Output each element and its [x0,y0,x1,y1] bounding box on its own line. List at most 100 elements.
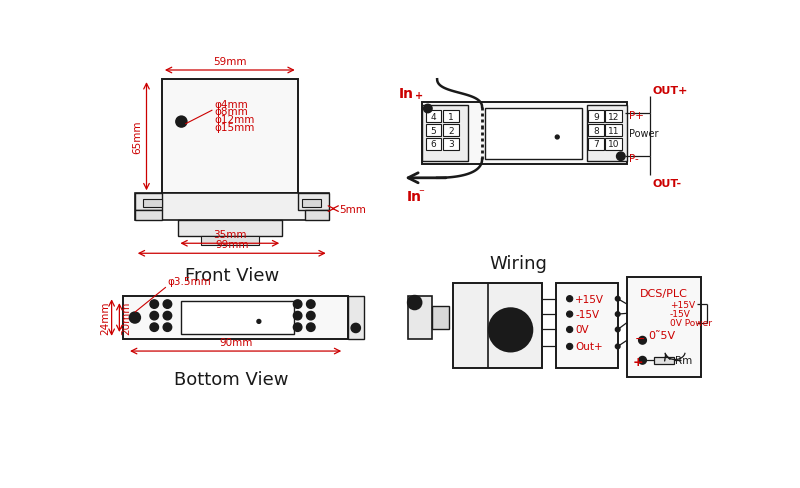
Circle shape [150,312,158,320]
Circle shape [351,324,361,333]
Text: +: + [415,91,423,101]
Text: Power: Power [630,129,659,139]
Circle shape [130,312,140,323]
Text: +: + [633,356,643,368]
Circle shape [294,323,302,332]
Bar [432,306,449,329]
Text: 20mm: 20mm [121,301,131,335]
Text: Out+: Out+ [575,342,602,352]
Text: Front View: Front View [185,266,279,284]
Text: 99mm: 99mm [215,240,249,250]
Text: -15V: -15V [575,309,599,320]
Text: φ8mm: φ8mm [214,107,248,117]
Circle shape [306,312,315,320]
Polygon shape [504,325,517,335]
Text: 0˜5V: 0˜5V [649,330,676,340]
Text: −: − [635,332,646,345]
Bar [627,278,701,377]
Text: 65mm: 65mm [133,120,142,154]
Text: 10: 10 [608,140,619,149]
Text: Bottom View: Bottom View [174,370,289,388]
Text: φ4mm: φ4mm [214,99,248,109]
Text: In: In [406,189,422,203]
Text: OUT-: OUT- [653,179,682,188]
Text: +15V: +15V [670,300,694,309]
Circle shape [294,312,302,320]
Bar [606,124,622,137]
Bar [426,124,441,137]
Bar [654,358,674,365]
Text: 8: 8 [593,126,599,135]
Bar [426,139,441,151]
Bar [586,106,627,162]
Bar [606,139,622,151]
Circle shape [615,327,620,332]
Circle shape [638,337,646,345]
Text: ⁻: ⁻ [418,188,425,198]
Bar [588,124,604,137]
Text: 1: 1 [448,112,454,122]
Circle shape [163,300,172,309]
Circle shape [638,357,646,365]
Circle shape [257,320,261,324]
Circle shape [294,300,302,309]
Bar [142,200,162,207]
Bar [135,194,162,211]
Text: 12: 12 [608,112,619,122]
Bar [588,139,604,151]
Text: φ15mm: φ15mm [214,122,254,132]
Text: +15V: +15V [575,294,604,304]
Circle shape [423,105,432,114]
Text: OUT+: OUT+ [653,85,688,96]
Circle shape [489,309,532,352]
Bar [443,124,459,137]
Text: P+: P+ [630,110,644,121]
Circle shape [566,344,573,350]
Bar [409,297,432,339]
Text: 90mm: 90mm [219,338,252,347]
Circle shape [566,311,573,318]
Bar [422,106,468,162]
Text: 0V Power: 0V Power [670,318,712,327]
Circle shape [617,153,625,161]
Bar [306,211,329,221]
Text: 4: 4 [430,112,436,122]
Text: 35mm: 35mm [213,230,246,240]
Circle shape [566,327,573,333]
Text: 24mm: 24mm [100,301,110,335]
Bar [588,111,604,123]
Bar [422,103,627,164]
Bar [201,236,259,245]
Circle shape [176,117,187,128]
Circle shape [163,323,172,332]
Bar [182,302,294,334]
Text: 11: 11 [608,126,619,135]
Text: φ12mm: φ12mm [214,115,254,124]
Bar [135,211,162,221]
Bar [556,284,618,368]
Text: DCS/PLC: DCS/PLC [640,288,688,298]
Circle shape [306,300,315,309]
Circle shape [180,121,183,124]
Circle shape [306,323,315,332]
Text: φ3.5mm: φ3.5mm [167,276,211,286]
Text: 59mm: 59mm [213,57,246,67]
Bar [135,194,329,221]
Text: 5mm: 5mm [339,204,366,214]
Bar [302,200,321,207]
Text: 2: 2 [448,126,454,135]
Bar [606,111,622,123]
Text: 9: 9 [593,112,599,122]
Bar [123,297,348,339]
Text: 6: 6 [430,140,436,149]
Circle shape [555,136,559,140]
Text: 5: 5 [430,126,436,135]
Bar [426,111,441,123]
Text: 7: 7 [593,140,599,149]
Text: -15V: -15V [670,309,690,318]
Bar [178,221,282,236]
Text: Rm: Rm [675,356,692,366]
Circle shape [408,296,422,310]
Text: 0V: 0V [575,325,589,335]
Bar [453,284,542,368]
